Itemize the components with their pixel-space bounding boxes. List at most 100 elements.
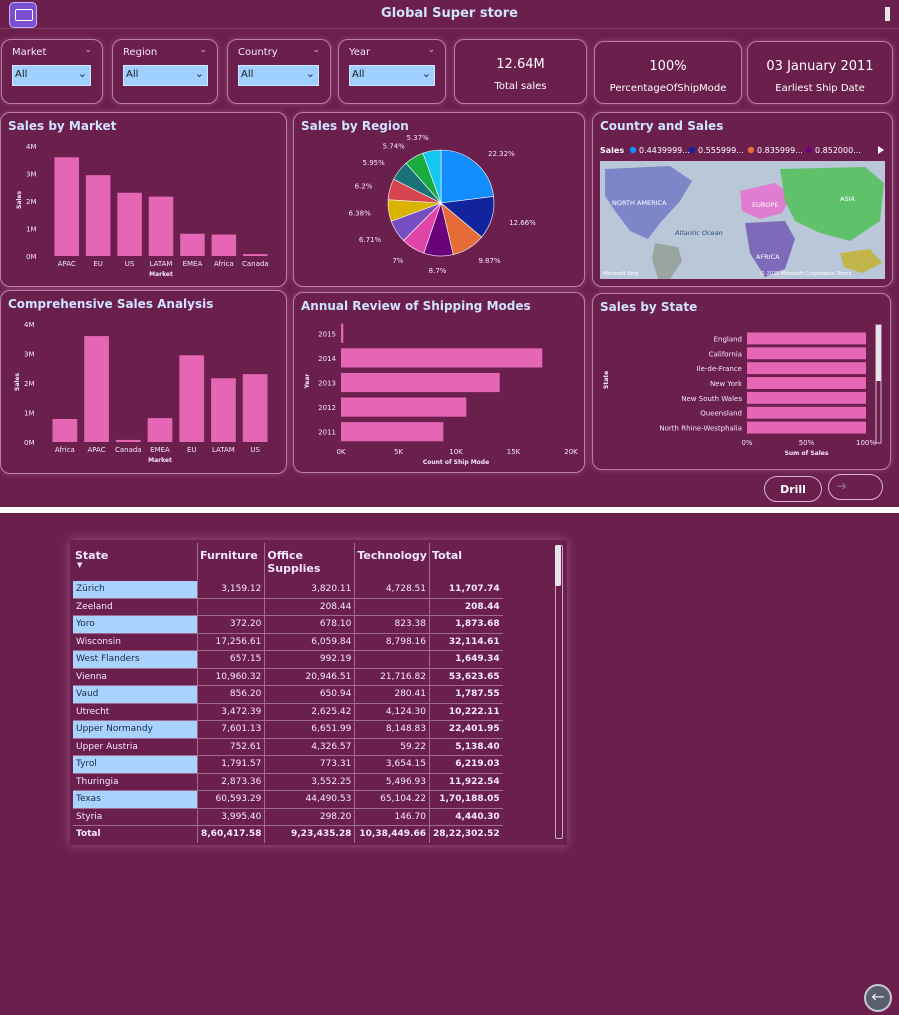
state-cell[interactable]: Vienna	[73, 668, 198, 686]
table-row[interactable]: Vaud 856.20 650.94 280.41 1,787.55	[73, 685, 503, 704]
table-row[interactable]: Styria 3,995.40 298.20 146.70 4,440.30	[73, 808, 503, 826]
y-tick-label: 0M	[26, 253, 37, 261]
column-header-total[interactable]: Total	[431, 549, 463, 562]
bar-us	[242, 374, 268, 442]
chevron-down-icon[interactable]: ⌄	[84, 45, 92, 55]
table-row[interactable]: Vienna 10,960.32 20,946.51 21,716.82 53,623.…	[73, 668, 503, 686]
dropdown-value: All	[352, 69, 365, 80]
value-cell	[354, 598, 430, 616]
column-header-furniture[interactable]: Furniture	[197, 543, 266, 581]
state-cell[interactable]: Wisconsin	[73, 633, 198, 651]
panel-title: Sales by Market	[8, 119, 117, 133]
value-cell: 3,159.12	[197, 581, 266, 599]
card-value: 03 January 2011	[766, 59, 874, 74]
state-cell[interactable]: Utrecht	[73, 703, 198, 721]
table-row[interactable]: Upper Austria 752.61 4,326.57 59.22 5,138.40	[73, 738, 503, 756]
x-axis-title: Market	[148, 457, 172, 464]
state-cell[interactable]: Upper Normandy	[73, 720, 198, 739]
chevron-down-icon[interactable]: ⌄	[199, 45, 207, 55]
column-header-technology[interactable]: Technology	[354, 543, 430, 581]
table-row[interactable]: Texas 60,593.29 44,490.53 65,104.22 1,70,188…	[73, 790, 503, 809]
annual-shipping-chart[interactable]: 2015 2014 2013 2012 2011 0K 5K 10K 15K 20K Count o…	[294, 293, 584, 472]
map-label-atlantic: Atlantic Ocean	[674, 229, 723, 237]
pie-slice-label: 22.32%	[488, 150, 515, 158]
state-cell[interactable]: Zürich	[73, 581, 198, 599]
sales-by-market-chart[interactable]: 0M 1M 2M 3M 4M Sales APAC EU US LATAM EMEA Africa Ca…	[1, 113, 286, 286]
y-tick-label: Ile-de-France	[697, 365, 742, 373]
x-axis-title: Sum of Sales	[785, 450, 829, 457]
value-cell: 2,625.42	[264, 703, 356, 721]
drill-button[interactable]: Drill	[764, 476, 822, 502]
slicer-label: Country	[238, 47, 278, 58]
table-header-row: State ▼ Furniture Office Supplies Technol…	[73, 543, 503, 581]
table-row[interactable]: Utrecht 3,472.39 2,625.42 4,124.30 10,222.11	[73, 703, 503, 721]
x-tick-label: 5K	[394, 448, 403, 456]
country-slicer[interactable]: Country ⌄ All ⌄	[227, 39, 331, 104]
column-header-office-supplies[interactable]: Office Supplies	[264, 543, 356, 581]
sort-descending-icon[interactable]: ▼	[77, 561, 83, 569]
pie-slice-label: 8.7%	[429, 267, 447, 275]
table-row[interactable]: Zeeland 208.44 208.44	[73, 598, 503, 616]
market-dropdown[interactable]: All ⌄	[12, 65, 91, 86]
y-tick-label: North Rhine-Westphalia	[659, 425, 742, 433]
pie-slice-label: 7%	[392, 257, 403, 265]
state-category-matrix[interactable]: State ▼ Furniture Office Supplies Technol…	[70, 540, 567, 845]
table-row[interactable]: Thuringia 2,873.36 3,552.25 5,496.93 11,922.…	[73, 773, 503, 791]
state-cell[interactable]: Zeeland	[73, 598, 198, 616]
bar-new-york	[747, 377, 866, 389]
bar-england	[747, 332, 866, 345]
state-cell[interactable]: West Flanders	[73, 650, 198, 669]
sales-by-state-chart[interactable]: England California Ile-de-France New York Ne…	[593, 294, 890, 469]
table-row[interactable]: Tyrol 1,791.57 773.31 3,654.15 6,219.03	[73, 755, 503, 774]
region-slicer[interactable]: Region ⌄ All ⌄	[112, 39, 218, 104]
sales-by-state-panel[interactable]: Sales by State England California Ile-de-F…	[592, 293, 891, 470]
sales-by-market-panel[interactable]: Sales by Market 0M 1M 2M 3M 4M Sales APAC EU US L…	[0, 112, 287, 287]
sales-by-region-panel[interactable]: Sales by Region 22.32% 12.66% 9.87% 8.7% 7% 6…	[293, 112, 585, 287]
region-dropdown[interactable]: All ⌄	[123, 65, 208, 86]
y-axis-title: Sales	[14, 373, 21, 391]
card-value: 12.64M	[496, 57, 545, 72]
country-and-sales-panel[interactable]: Country and Sales Sales 0.4439999... 0.555…	[592, 112, 893, 287]
year-slicer[interactable]: Year ⌄ All ⌄	[338, 39, 446, 104]
comprehensive-sales-panel[interactable]: Comprehensive Sales Analysis 0M 1M 2M 3M 4M S…	[0, 290, 287, 474]
table-row[interactable]: Upper Normandy 7,601.13 6,651.99 8,148.83 22…	[73, 720, 503, 739]
sales-by-region-pie[interactable]: 22.32% 12.66% 9.87% 8.7% 7% 6.71% 6.38% 6.2% 5.9…	[294, 113, 584, 286]
x-tick-label: 0K	[336, 448, 345, 456]
annual-shipping-panel[interactable]: Annual Review of Shipping Modes 2015 2014…	[293, 292, 585, 473]
table-row[interactable]: Wisconsin 17,256.61 6,059.84 8,798.16 32,114…	[73, 633, 503, 651]
market-slicer[interactable]: Market ⌄ All ⌄	[1, 39, 103, 104]
value-cell: 3,654.15	[354, 755, 430, 774]
state-cell[interactable]: Tyrol	[73, 755, 198, 774]
sales-map[interactable]: NORTH AMERICA EUROPE ASIA Atlantic Ocean…	[600, 161, 885, 279]
card-caption: Earliest Ship Date	[775, 83, 865, 94]
table-scrollbar-thumb[interactable]	[555, 545, 561, 586]
table-row[interactable]: Zürich 3,159.12 3,820.11 4,728.51 11,707.74	[73, 581, 503, 599]
value-cell: 1,791.57	[197, 755, 266, 774]
table-row[interactable]: West Flanders 657.15 992.19 1,649.34	[73, 650, 503, 669]
bar-2012	[341, 397, 467, 417]
value-cell: 298.20	[264, 808, 356, 826]
state-cell[interactable]: Styria	[73, 808, 198, 826]
next-page-button[interactable]: ➔	[828, 474, 883, 500]
year-dropdown[interactable]: All ⌄	[349, 65, 435, 86]
country-dropdown[interactable]: All ⌄	[238, 65, 319, 86]
state-cell[interactable]: Thuringia	[73, 773, 198, 791]
scrollbar-handle[interactable]	[885, 7, 890, 21]
chevron-down-icon[interactable]: ⌄	[312, 45, 320, 55]
pie-slice-label: 5.37%	[406, 134, 429, 142]
chevron-down-icon[interactable]: ⌄	[427, 45, 435, 55]
back-arrow-icon[interactable]: ←	[864, 984, 892, 1012]
value-cell: 17,256.61	[197, 633, 266, 651]
map-attribution-bing: Microsoft Bing	[603, 271, 639, 277]
table-scrollbar-track[interactable]	[555, 545, 563, 839]
state-cell[interactable]: Vaud	[73, 685, 198, 704]
card-caption: Total sales	[494, 81, 547, 92]
column-header-state[interactable]: State ▼	[73, 543, 198, 581]
state-cell[interactable]: Yoro	[73, 615, 198, 634]
table-row[interactable]: Yoro 372.20 678.10 823.38 1,873.68	[73, 615, 503, 634]
state-cell[interactable]: Upper Austria	[73, 738, 198, 756]
y-axis-title: State	[603, 371, 610, 389]
comprehensive-sales-chart[interactable]: 0M 1M 2M 3M 4M Sales Africa APAC Canada EMEA EU LAT…	[1, 291, 286, 473]
drill-button-label: Drill	[780, 483, 806, 496]
state-cell[interactable]: Texas	[73, 790, 198, 809]
